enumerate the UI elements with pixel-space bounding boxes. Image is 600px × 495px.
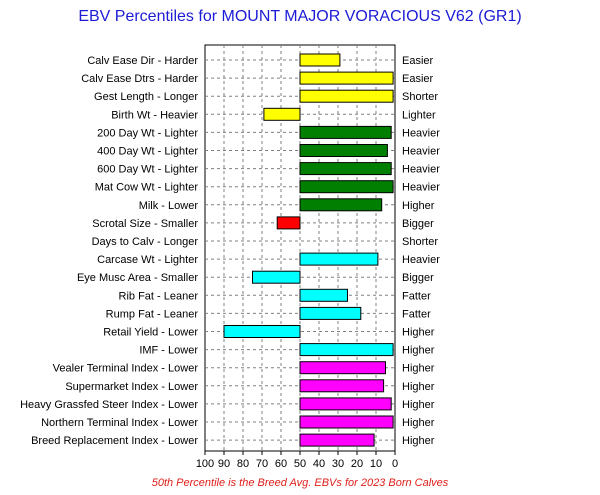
row-label: Heavy Grassfed Steer Index - Lower — [20, 399, 198, 411]
row-label: Milk - Lower — [139, 200, 199, 212]
row-label: IMF - Lower — [139, 345, 198, 357]
row-direction-label: Shorter — [402, 236, 438, 248]
row-direction-label: Bigger — [402, 218, 434, 230]
row-label: Breed Replacement Index - Lower — [31, 435, 198, 447]
bar — [299, 252, 379, 266]
x-tick-label: 30 — [332, 458, 344, 470]
row-label: Retail Yield - Lower — [103, 327, 198, 339]
row-label: Vealer Terminal Index - Lower — [53, 363, 199, 375]
chart-footnote: 50th Percentile is the Breed Avg. EBVs f… — [152, 477, 449, 489]
chart-title: EBV Percentiles for MOUNT MAJOR VORACIOU… — [78, 8, 521, 25]
x-tick-label: 80 — [237, 458, 249, 470]
bar — [263, 107, 301, 121]
x-axis-ticks: 100 90 80 70 60 50 40 30 20 10 0 — [196, 451, 398, 470]
row-direction-label: Higher — [402, 381, 435, 393]
row-label: Rib Fat - Leaner — [119, 290, 199, 302]
row-direction-label: Easier — [402, 55, 434, 67]
row-direction-label: Lighter — [402, 109, 436, 121]
row-direction-label: Higher — [402, 345, 435, 357]
row-direction-label: Heavier — [402, 164, 440, 176]
row-label: Northern Terminal Index - Lower — [41, 417, 198, 429]
row-label: Carcase Wt - Lighter — [97, 254, 198, 266]
bar — [299, 361, 386, 375]
x-tick-label: 40 — [313, 458, 325, 470]
row-direction-label: Higher — [402, 417, 435, 429]
x-tick-label: 60 — [275, 458, 287, 470]
bars — [223, 53, 394, 447]
bar — [299, 144, 388, 157]
row-direction-label: Higher — [402, 399, 435, 411]
x-tick-label: 100 — [196, 458, 214, 470]
row-label: Calv Ease Dtrs - Harder — [81, 73, 198, 85]
bar — [299, 415, 394, 429]
row-direction-label: Heavier — [402, 254, 440, 266]
bar — [299, 89, 394, 103]
row-label: Days to Calv - Longer — [92, 236, 199, 248]
row-direction-label: Heavier — [402, 182, 440, 194]
row-direction-label: Higher — [402, 200, 435, 212]
bar — [299, 433, 375, 447]
row-label: Supermarket Index - Lower — [65, 381, 198, 393]
row-label: Eye Musc Area - Smaller — [77, 272, 198, 284]
bar — [299, 379, 385, 393]
row-direction-label: Easier — [402, 73, 434, 85]
row-label: 200 Day Wt - Lighter — [97, 127, 198, 139]
row-direction-label: Bigger — [402, 272, 434, 284]
row-label: Mat Cow Wt - Lighter — [95, 182, 199, 194]
x-tick-label: 0 — [392, 458, 398, 470]
row-labels: Calv Ease Dir - Harder Easier Calv Ease Dt… — [20, 55, 440, 447]
bar — [299, 162, 392, 176]
row-direction-label: Heavier — [402, 146, 440, 158]
row-label: 600 Day Wt - Lighter — [97, 164, 198, 176]
bar — [299, 180, 394, 194]
row-label: Gest Length - Longer — [94, 91, 198, 103]
row-direction-label: Higher — [402, 327, 435, 339]
row-label: Scrotal Size - Smaller — [92, 218, 198, 230]
bar — [299, 343, 394, 357]
bar — [299, 71, 394, 85]
row-direction-label: Higher — [402, 363, 435, 375]
x-tick-label: 10 — [370, 458, 382, 470]
x-tick-label: 20 — [351, 458, 363, 470]
bar — [299, 53, 341, 67]
row-label: Rump Fat - Leaner — [106, 308, 199, 320]
x-tick-label: 90 — [218, 458, 230, 470]
row-direction-label: Heavier — [402, 127, 440, 139]
bar — [276, 216, 301, 230]
row-direction-label: Fatter — [402, 308, 431, 320]
bar — [223, 325, 301, 338]
bar — [299, 198, 383, 212]
bar — [252, 270, 301, 284]
bar — [299, 125, 392, 139]
x-tick-label: 70 — [256, 458, 268, 470]
x-tick-label: 50 — [294, 458, 306, 470]
bar — [299, 397, 392, 411]
bar — [299, 288, 348, 302]
row-label: Birth Wt - Heavier — [111, 109, 198, 121]
row-direction-label: Higher — [402, 435, 435, 447]
row-direction-label: Fatter — [402, 290, 431, 302]
row-label: 400 Day Wt - Lighter — [97, 146, 198, 158]
row-label: Calv Ease Dir - Harder — [87, 55, 198, 67]
bar — [299, 306, 362, 320]
row-direction-label: Shorter — [402, 91, 438, 103]
